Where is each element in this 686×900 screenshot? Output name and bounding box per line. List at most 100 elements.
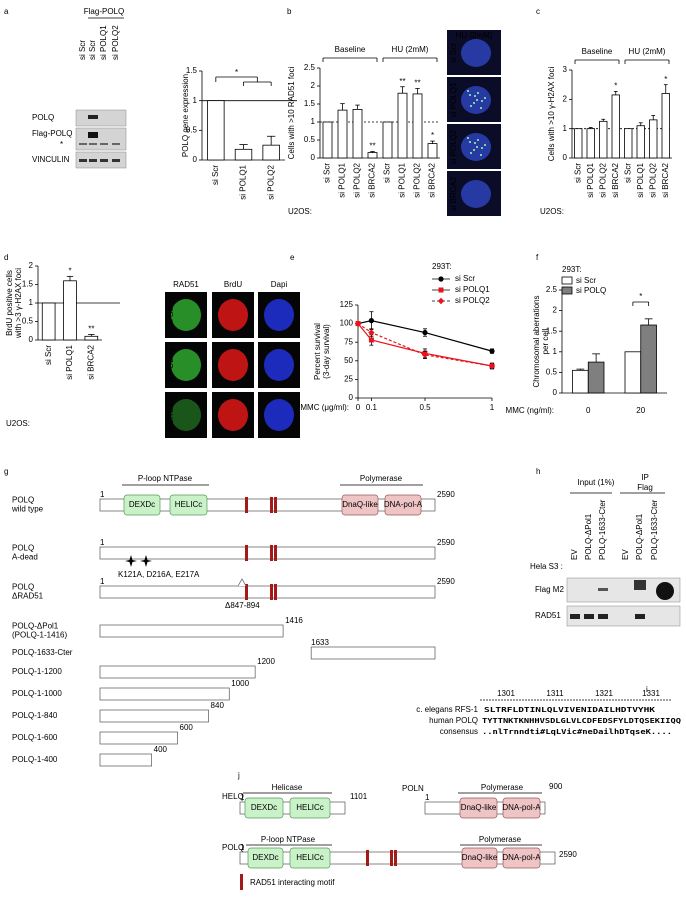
series-line — [357, 320, 493, 352]
group-label: Helicase — [272, 783, 303, 792]
residue-number: 1 — [425, 793, 430, 802]
rad51-motif — [274, 584, 277, 600]
nucleus — [461, 39, 491, 67]
band — [570, 614, 580, 619]
mutation-star — [125, 555, 137, 567]
construct-bar — [99, 585, 436, 599]
domain-label: HELICc — [175, 500, 203, 509]
construct-bar — [99, 709, 209, 723]
sequence-name: consensus — [440, 727, 478, 736]
image-title: HU (2mM) — [456, 31, 493, 40]
focus — [481, 147, 483, 149]
group-label: HU (2mM) — [629, 47, 666, 56]
bar — [640, 324, 657, 394]
legend-label: RAD51 interacting motif — [250, 878, 335, 887]
domain-label: DnaQ-like — [342, 500, 378, 509]
x-tick-label: si BRCA2 — [661, 162, 670, 197]
construct-name: POLQ-1-1000 — [12, 689, 62, 698]
focus — [469, 94, 471, 96]
domain — [289, 797, 331, 819]
bar — [574, 128, 583, 159]
focus — [470, 152, 472, 154]
focus — [480, 107, 482, 109]
rad51-motif — [394, 850, 397, 866]
y-tick-label: 0 — [29, 335, 34, 344]
y-tick-label: 2 — [553, 306, 558, 315]
construct-name: POLQ — [12, 544, 34, 553]
y-axis-label: with >3 γ-H2AX foci — [14, 268, 23, 339]
nucleus — [218, 399, 248, 431]
y-tick-label: 2.5 — [546, 285, 558, 294]
domain — [384, 494, 422, 516]
legend-label: si POLQ2 — [455, 296, 490, 305]
domain — [247, 847, 284, 869]
x-tick-label: si BRCA2 — [368, 162, 377, 197]
y-tick-label: 0.5 — [304, 135, 316, 144]
construct-name: POLQ-1-400 — [12, 755, 58, 764]
x-tick-label: si Scr — [323, 163, 332, 183]
domain — [244, 797, 284, 819]
x-tick-label: 0 — [356, 403, 361, 412]
y-tick-label: 0 — [553, 388, 558, 397]
x-tick-label: si POLQ1 — [398, 162, 407, 197]
nucleus — [218, 299, 248, 331]
x-tick-label: si BRCA2 — [611, 162, 620, 197]
focus — [474, 142, 476, 144]
blot — [75, 127, 127, 151]
x-tick-label: si POLQ1 — [239, 164, 248, 199]
lane-label: POLQ-1633-Cter — [650, 499, 659, 560]
residue-number: 840 — [211, 701, 225, 710]
position-label: 1301 — [497, 689, 515, 698]
marker — [437, 297, 445, 305]
y-tick-label: 1 — [311, 117, 316, 126]
residue-number: 2590 — [437, 490, 455, 499]
construct-name: POLQ — [12, 496, 34, 505]
image-label: si Scr — [166, 305, 175, 325]
bar — [322, 121, 333, 159]
x-tick-label: si Scr — [383, 163, 392, 183]
significance: ** — [88, 325, 94, 334]
bar — [649, 119, 658, 159]
group-label: P-loop NTPase — [261, 835, 316, 844]
image-label: si BRCA2 — [166, 397, 175, 432]
blot — [75, 109, 127, 127]
group-label: P-loop NTPase — [138, 474, 193, 483]
construct-name: POLQ — [12, 583, 34, 592]
y-axis-label: Cells with >10 RAD51 foci — [287, 66, 296, 159]
bar — [337, 109, 348, 159]
y-tick-label: 3 — [563, 65, 568, 74]
group-label: Baseline — [335, 45, 366, 54]
construct-bar — [99, 687, 230, 701]
band — [79, 159, 87, 162]
band — [88, 115, 98, 119]
domain — [341, 494, 379, 516]
nucleus — [461, 180, 491, 208]
nucleus — [171, 299, 201, 331]
y-tick-label: 0 — [349, 393, 354, 402]
domain — [502, 797, 541, 819]
construct-name: POLQ-ΔPol1 — [12, 622, 59, 631]
focus — [476, 99, 478, 101]
legend-label: si POLQ — [576, 286, 606, 295]
significance: * — [68, 266, 71, 275]
protein-name: POLQ — [222, 843, 244, 852]
construct-name: A-dead — [12, 553, 38, 562]
residue-number: 1633 — [311, 638, 329, 647]
nucleus — [264, 299, 294, 331]
band — [100, 159, 108, 162]
band — [89, 159, 97, 162]
deletion-label: Δ847-894 — [225, 601, 260, 610]
legend-label: si POLQ1 — [455, 285, 490, 294]
x-tick-label: si POLQ2 — [648, 162, 657, 197]
domain-label: DnaQ-like — [462, 853, 498, 862]
x-tick-label: si POLQ1 — [586, 162, 595, 197]
construct-bar — [99, 731, 178, 745]
y-tick-label: 1 — [193, 96, 198, 105]
bar — [352, 109, 363, 159]
lane-label: POLQ-ΔPol1 — [584, 513, 593, 560]
panel-letter: j — [237, 771, 240, 780]
x-axis-label: MMC (ng/ml): — [506, 406, 554, 415]
image-label: si POLQ1 — [449, 82, 458, 117]
marker — [368, 329, 375, 336]
sequence: SLTRFLDTINLQLVIVENIDAILHDTVYHK — [484, 706, 656, 714]
